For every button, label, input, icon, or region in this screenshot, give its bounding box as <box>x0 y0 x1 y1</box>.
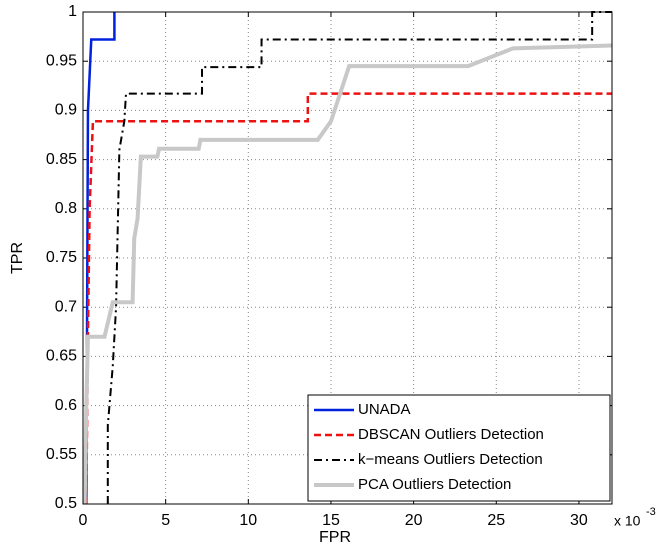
x-axis-label: FPR <box>319 529 351 546</box>
series-line <box>82 43 613 505</box>
legend-label: DBSCAN Outliers Detection <box>358 426 544 443</box>
y-tick-label: 0.55 <box>46 446 77 463</box>
y-tick-label: 0.85 <box>46 151 77 168</box>
y-tick-label: 0.5 <box>55 495 77 512</box>
y-tick-label: 0.8 <box>55 200 77 217</box>
x-tick-label: 5 <box>161 512 170 529</box>
x-tick-label: 25 <box>487 512 505 529</box>
y-tick-label: 0.6 <box>55 397 77 414</box>
y-axis-label: TPR <box>9 242 26 274</box>
y-tick-label: 0.65 <box>46 348 77 365</box>
legend-label: k−means Outliers Detection <box>358 451 543 468</box>
legend-label: UNADA <box>358 401 411 418</box>
y-tick-label: 0.95 <box>46 52 77 69</box>
x-multiplier-exponent: -3 <box>646 506 656 518</box>
y-tick-label: 0.75 <box>46 249 77 266</box>
x-multiplier: x 10 <box>614 513 641 529</box>
x-tick-label: 0 <box>79 512 88 529</box>
legend <box>307 394 611 502</box>
x-tick-label: 30 <box>570 512 588 529</box>
y-tick-label: 0.7 <box>55 298 77 315</box>
x-tick-label: 15 <box>322 512 340 529</box>
axes-box <box>82 11 613 505</box>
series-line <box>85 12 116 505</box>
legend-label: PCA Outliers Detection <box>358 476 511 493</box>
series-line <box>106 11 612 504</box>
x-tick-label: 20 <box>405 512 423 529</box>
x-tick-label: 10 <box>239 512 257 529</box>
y-tick-label: 0.9 <box>55 102 77 119</box>
y-tick-label: 1 <box>68 3 77 20</box>
